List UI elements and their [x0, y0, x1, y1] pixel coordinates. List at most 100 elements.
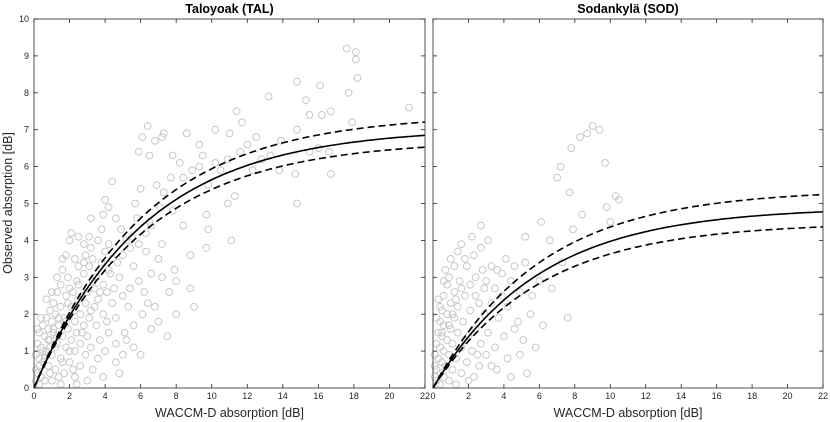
scatter-point	[457, 240, 466, 249]
scatter-point	[122, 336, 131, 344]
x-tick-label: 10	[207, 391, 217, 401]
x-tick-label: 12	[242, 391, 252, 401]
fit-lines-taloyoak	[33, 121, 426, 389]
plot-frame-taloyoak	[33, 18, 426, 389]
scatter-point	[318, 111, 326, 119]
x-tick-label: 4	[501, 391, 506, 401]
scatter-point	[58, 266, 67, 274]
scatter-point	[563, 314, 572, 322]
scatter-point	[430, 362, 439, 370]
scatter-point	[87, 243, 95, 252]
scatter-point	[90, 302, 99, 311]
scatter-point	[514, 317, 522, 326]
scatter-point	[342, 44, 351, 53]
scatter-point	[135, 277, 143, 285]
scatter-point	[104, 328, 113, 337]
scatter-point	[546, 236, 554, 245]
scatter-point	[163, 332, 172, 341]
x-tick-label: 22	[818, 391, 828, 401]
scatter-point	[516, 350, 524, 359]
scatter-point	[81, 299, 90, 308]
scatter-point	[71, 347, 79, 356]
scatter-point	[461, 255, 469, 263]
scatter-point	[482, 350, 491, 359]
fit-lines-sodankyla	[432, 193, 824, 389]
scatter-point	[186, 251, 195, 260]
scatter-point	[94, 295, 102, 304]
scatter-point	[170, 266, 179, 274]
scatter-point	[494, 314, 503, 322]
scatter-point	[405, 103, 413, 112]
scatter-point	[553, 173, 561, 182]
scatter-point	[158, 133, 166, 142]
scatter-point	[142, 247, 150, 256]
scatter-point	[326, 107, 335, 116]
x-tick-label: 16	[712, 391, 722, 401]
scatter-point	[85, 314, 93, 322]
scatter-point	[65, 347, 74, 356]
scatter-point	[44, 336, 53, 344]
scatter-point	[51, 365, 60, 374]
scatter-point	[95, 288, 104, 297]
scatter-point	[439, 321, 448, 330]
scatter-point	[101, 247, 109, 256]
y-tick-label: 2	[24, 309, 29, 319]
scatter-point	[439, 291, 448, 300]
scatter-point	[487, 299, 496, 308]
scatter-point	[475, 362, 484, 370]
scatter-point	[58, 255, 67, 263]
scatter-point	[277, 136, 285, 145]
scatter-point	[53, 288, 61, 297]
scatter-point	[528, 291, 537, 300]
scatter-point	[238, 118, 246, 127]
scatter-point	[108, 177, 117, 186]
scatter-point	[503, 302, 512, 311]
scatter-point	[211, 125, 220, 134]
scatter-point	[49, 299, 58, 308]
x-tick-label: 6	[138, 391, 143, 401]
scatter-point	[138, 133, 147, 142]
scatter-point	[110, 284, 118, 293]
scatter-point	[126, 284, 134, 293]
scatter-point	[531, 343, 540, 352]
y-tick-label: 6	[24, 162, 29, 172]
scatter-point	[521, 258, 530, 267]
scatter-point	[595, 125, 604, 134]
scatter-point	[510, 262, 519, 271]
scatter-point	[136, 350, 145, 359]
scatter-point	[79, 321, 88, 330]
scatter-point	[462, 358, 471, 367]
scatter-points-taloyoak	[31, 44, 413, 389]
scatter-point	[122, 236, 131, 245]
scatter-point	[67, 336, 76, 344]
scatter-point	[113, 258, 122, 267]
scatter-point	[127, 232, 136, 241]
scatter-point	[81, 350, 90, 359]
scatter-point	[154, 255, 163, 263]
scatter-point	[487, 262, 496, 271]
scatter-point	[453, 247, 462, 256]
scatter-point	[448, 339, 457, 348]
scatter-point	[565, 188, 574, 197]
scatter-point	[69, 288, 77, 297]
x-axis-label-taloyoak: WACCM-D absorption [dB]	[155, 406, 304, 420]
scatter-point	[450, 262, 459, 271]
scatter-point	[71, 255, 79, 263]
scatter-point	[466, 280, 475, 289]
scatter-point	[473, 350, 482, 359]
scatter-point	[111, 314, 120, 322]
x-tick-label: 0	[430, 391, 435, 401]
scatter-point	[172, 310, 181, 319]
scatter-point	[445, 321, 453, 330]
scatter-point	[71, 317, 79, 326]
scatter-point	[443, 310, 452, 319]
panel-title-sodankyla: Sodankylä (SOD)	[577, 2, 678, 16]
scatter-point	[252, 133, 261, 142]
x-tick-label: 8	[572, 391, 577, 401]
scatter-point	[450, 314, 459, 322]
scatter-point	[79, 269, 88, 278]
scatter-point	[147, 221, 156, 230]
scatter-point	[468, 232, 476, 241]
scatter-point	[49, 325, 58, 333]
